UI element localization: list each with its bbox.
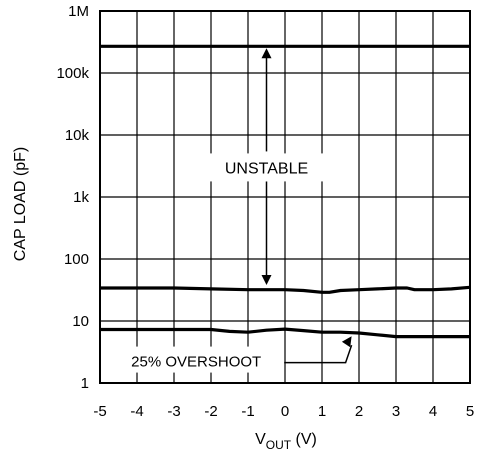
- series-line-3: [100, 327, 470, 339]
- y-tick-label: 100: [64, 251, 89, 268]
- overshoot-label-background: [112, 346, 281, 373]
- y-tick-label: 10: [72, 313, 89, 330]
- grid: [100, 11, 470, 383]
- y-tick-label: 1M: [68, 3, 89, 20]
- x-axis-label-subscript: OUT: [266, 438, 292, 452]
- x-tick-label: -3: [167, 403, 180, 420]
- x-tick-label: 5: [466, 403, 474, 420]
- x-tick-label: -2: [204, 403, 217, 420]
- y-tick-label: 1: [81, 375, 89, 392]
- x-tick-label: 2: [355, 403, 363, 420]
- y-tick-label: 10k: [65, 127, 90, 144]
- x-tick-label: 1: [318, 403, 326, 420]
- overshoot-arrow-head: [341, 336, 352, 348]
- overshoot-leader: [284, 344, 353, 364]
- x-tick-labels: -5 -4 -3 -2 -1 0 1 2 3 4 5: [93, 403, 474, 420]
- x-tick-label: 3: [392, 403, 400, 420]
- y-tick-label: 1k: [73, 189, 89, 206]
- x-axis-label: VOUT (V): [255, 431, 317, 452]
- x-tick-label: 4: [429, 403, 437, 420]
- y-axis-label: CAP LOAD (pF): [12, 147, 29, 261]
- x-axis-label-main: V: [255, 431, 266, 448]
- series-line-2: [100, 285, 471, 294]
- plot-frame: [99, 10, 471, 384]
- unstable-arrow-head-up: [261, 48, 272, 59]
- x-tick-label: -5: [93, 403, 106, 420]
- overshoot-label: 25% OVERSHOOT: [131, 354, 261, 371]
- unstable-label: UNSTABLE: [225, 160, 308, 177]
- x-axis-label-unit: (V): [291, 431, 317, 448]
- series-group: [100, 44, 471, 339]
- annotations: UNSTABLE 25% OVERSHOOT: [112, 48, 353, 373]
- unstable-label-background: [206, 153, 327, 182]
- y-tick-label: 100k: [56, 65, 89, 82]
- x-tick-label: -1: [241, 403, 254, 420]
- x-tick-label: 0: [281, 403, 289, 420]
- unstable-arrow-head-down: [261, 275, 272, 286]
- x-tick-label: -4: [130, 403, 143, 420]
- y-tick-labels: 1 10 100 1k 10k 100k 1M: [56, 3, 89, 392]
